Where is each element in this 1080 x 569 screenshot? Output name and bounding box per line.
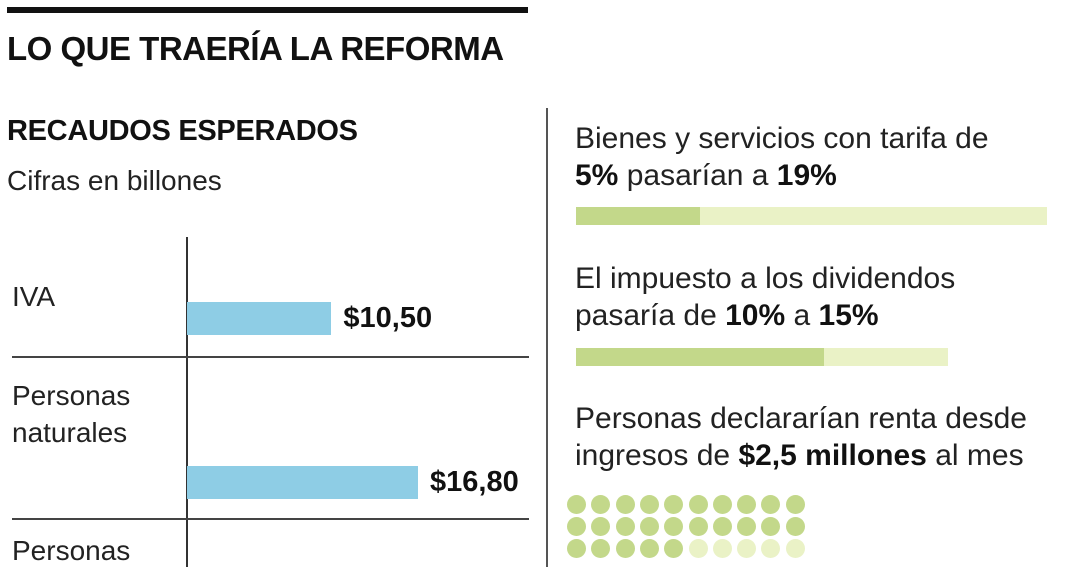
fact-text: a xyxy=(785,299,819,332)
row-divider xyxy=(12,518,529,520)
dot-filled xyxy=(567,539,586,558)
dot-filled xyxy=(785,517,805,536)
category-label-personas: Personas xyxy=(12,535,131,566)
dot-filled xyxy=(712,517,732,536)
fact-dividendos: El impuesto a los dividendos pasaría de … xyxy=(575,260,955,334)
dot-empty xyxy=(688,539,708,558)
dot-filled xyxy=(591,495,611,514)
fact-text: pasarían a xyxy=(618,159,777,192)
top-rule xyxy=(7,7,528,13)
bar-personas-naturales xyxy=(187,466,418,499)
dot-filled xyxy=(639,495,659,514)
fact-text: ingresos de xyxy=(575,439,739,472)
chart-title: RECAUDOS ESPERADOS xyxy=(7,115,358,147)
dot-filled xyxy=(664,517,684,536)
fact-value: 19% xyxy=(776,159,837,192)
value-label-personas-naturales: $16,80 xyxy=(430,466,519,498)
dot-filled xyxy=(737,517,757,536)
category-label-iva: IVA xyxy=(12,281,56,312)
fact-iva-rate: Bienes y servicios con tarifa de 5% pasa… xyxy=(575,120,989,194)
column-divider xyxy=(546,108,548,567)
fact-text: El impuesto a los dividendos xyxy=(575,262,956,295)
dot-filled xyxy=(639,517,659,536)
fact-value: 10% xyxy=(725,299,786,332)
rate-change-fill xyxy=(576,348,824,366)
dot-filled xyxy=(785,495,805,514)
value-label-iva: $10,50 xyxy=(343,302,433,334)
fact-text: Personas declararían renta desde xyxy=(575,402,1027,435)
dot-empty xyxy=(761,539,781,558)
dot-filled xyxy=(615,517,635,536)
dot-filled xyxy=(591,517,611,536)
fact-text: Bienes y servicios con tarifa de xyxy=(575,122,989,155)
dot-filled xyxy=(664,495,684,514)
dot-filled xyxy=(615,539,635,558)
dot-empty xyxy=(785,539,805,558)
dot-filled xyxy=(737,495,757,514)
fact-text: al mes xyxy=(926,439,1024,472)
rate-change-bar-iva xyxy=(576,207,1047,225)
dot-filled xyxy=(567,495,586,514)
chart-axis xyxy=(186,237,188,567)
dot-filled xyxy=(688,517,708,536)
dot-filled xyxy=(639,539,659,558)
row-divider xyxy=(12,356,529,358)
bar-iva xyxy=(187,302,332,335)
dot-filled xyxy=(615,495,635,514)
fact-renta: Personas declararían renta desde ingreso… xyxy=(575,400,1027,474)
dot-empty xyxy=(737,539,757,558)
fact-text: pasaría de xyxy=(575,299,726,332)
dot-filled xyxy=(761,517,781,536)
rate-change-bar-dividendos xyxy=(576,348,948,366)
dot-filled xyxy=(567,517,586,536)
fact-value: 15% xyxy=(818,299,879,332)
page-title: LO QUE TRAERÍA LA REFORMA xyxy=(7,30,504,67)
fact-value: $2,5 millones xyxy=(738,439,927,472)
dot-filled xyxy=(664,539,684,558)
dot-filled xyxy=(591,539,611,558)
fact-value: 5% xyxy=(575,159,619,192)
dot-filled xyxy=(688,495,708,514)
rate-change-fill xyxy=(576,207,700,225)
dot-empty xyxy=(712,539,732,558)
chart-unit: Cifras en billones xyxy=(7,165,222,196)
category-label-personas-naturales: Personas naturales xyxy=(12,380,131,448)
dot-filled xyxy=(712,495,732,514)
dot-filled xyxy=(761,495,781,514)
